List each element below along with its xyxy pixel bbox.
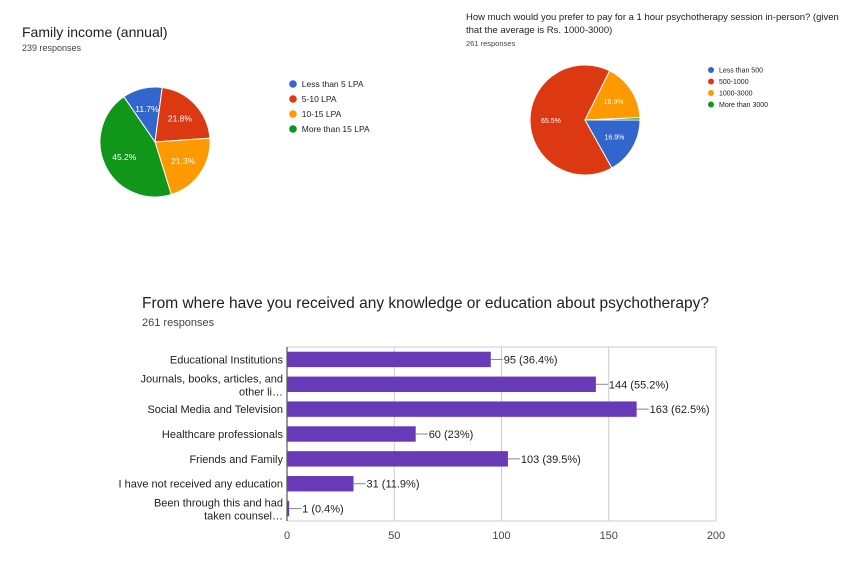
slice-label: 65.5% bbox=[541, 118, 561, 125]
pie-slice bbox=[154, 137, 211, 196]
bar bbox=[287, 451, 508, 467]
x-tick-label: 200 bbox=[707, 530, 725, 542]
legend-marker bbox=[708, 78, 714, 85]
pie-chart-svg: 16.9% 65.5% 16.9% Less than 500 500-1000 1000… bbox=[529, 64, 768, 176]
family-income-chart: Family income (annual) 239 responses 11.… bbox=[0, 0, 430, 260]
bar-value-label: 31 (11.9%) bbox=[366, 479, 419, 491]
y-category-label: Been through this and had taken counsel… bbox=[154, 498, 283, 523]
pie-slice bbox=[584, 70, 641, 121]
chart-title: From where have you received any knowled… bbox=[142, 295, 709, 312]
y-category-label: I have not received any education bbox=[118, 479, 283, 491]
x-tick-label: 100 bbox=[492, 530, 510, 542]
chart-title: Family income (annual) bbox=[22, 24, 168, 40]
bar-value-label: 103 (39.5%) bbox=[521, 454, 581, 466]
education-source-chart: From where have you received any knowled… bbox=[0, 285, 861, 570]
pie-slice bbox=[584, 117, 641, 121]
legend-label: 500-1000 bbox=[719, 79, 749, 86]
legend-marker bbox=[289, 80, 297, 88]
bar-chart-svg: 0 50 100 150 200 95 (36.4%) Educational Instit… bbox=[118, 346, 725, 542]
response-count: 239 responses bbox=[22, 43, 82, 53]
slice-label: 45.2% bbox=[112, 152, 137, 162]
y-category-label: Educational Institutions bbox=[170, 354, 284, 366]
bar bbox=[287, 500, 290, 517]
x-tick-label: 0 bbox=[284, 530, 290, 542]
pie-slice bbox=[584, 119, 641, 169]
slice-label: 16.9% bbox=[604, 135, 624, 142]
pie-chart-svg: 11.7% 21.8% 21.3% 45.2% Less than 5 LPA 5-10 … bbox=[99, 79, 370, 198]
legend-marker bbox=[708, 101, 714, 108]
legend-label: 5-10 LPA bbox=[302, 94, 337, 104]
legend-label: More than 3000 bbox=[719, 102, 768, 109]
legend-label: More than 15 LPA bbox=[302, 124, 370, 134]
bar bbox=[287, 376, 596, 392]
bar bbox=[287, 351, 491, 368]
bar-value-label: 1 (0.4%) bbox=[302, 504, 344, 516]
chart-title: How much would you prefer to pay for a 1… bbox=[466, 12, 839, 36]
legend-marker bbox=[289, 95, 297, 103]
x-tick-label: 50 bbox=[388, 530, 400, 542]
bar-value-label: 60 (23%) bbox=[429, 429, 474, 441]
slice-label: 21.3% bbox=[171, 156, 196, 166]
pie-slice bbox=[154, 86, 211, 143]
legend-label: Less than 500 bbox=[719, 67, 763, 74]
bar-value-label: 95 (36.4%) bbox=[504, 354, 558, 366]
session-price-chart: How much would you prefer to pay for a 1… bbox=[460, 0, 861, 260]
slice-label: 21.8% bbox=[168, 114, 193, 124]
pie-slice bbox=[529, 64, 613, 176]
legend-label: Less than 5 LPA bbox=[302, 79, 364, 89]
bar bbox=[287, 476, 354, 492]
response-count: 261 responses bbox=[466, 39, 516, 48]
response-count: 261 responses bbox=[142, 317, 215, 329]
bar bbox=[287, 401, 637, 417]
y-category-label: Friends and Family bbox=[189, 454, 283, 466]
x-tick-label: 150 bbox=[600, 530, 618, 542]
pie-slice bbox=[99, 96, 172, 198]
legend-marker bbox=[708, 90, 714, 96]
legend-marker bbox=[289, 110, 297, 118]
bar bbox=[287, 426, 416, 442]
y-category-label: Journals, books, articles, and other li… bbox=[141, 373, 283, 398]
y-category-label: Social Media and Television bbox=[147, 404, 283, 416]
slice-label: 16.9% bbox=[604, 99, 624, 106]
slice-label: 11.7% bbox=[135, 104, 159, 114]
bar-value-label: 144 (55.2%) bbox=[609, 379, 669, 391]
legend-marker bbox=[289, 125, 297, 133]
legend-label: 10-15 LPA bbox=[302, 109, 342, 119]
y-category-label: Healthcare professionals bbox=[162, 429, 284, 441]
bar-value-label: 163 (62.5%) bbox=[650, 404, 710, 416]
legend-label: 1000-3000 bbox=[719, 90, 753, 97]
legend-marker bbox=[708, 67, 714, 73]
